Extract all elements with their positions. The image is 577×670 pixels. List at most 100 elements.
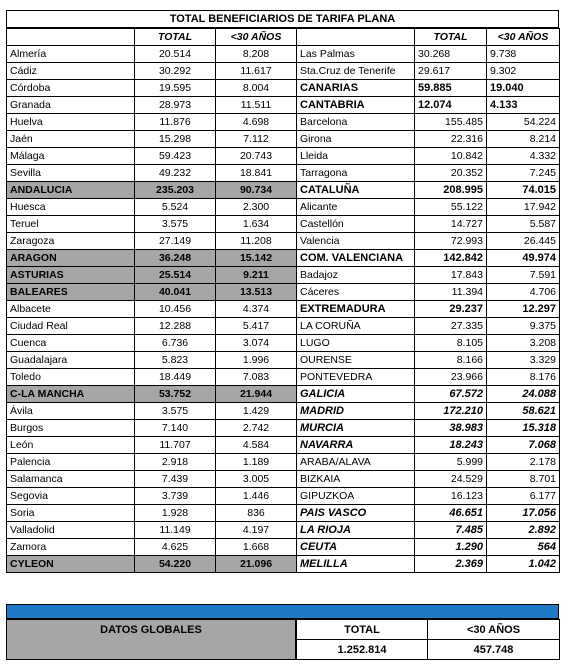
left-table-row: Huesca 5.524 2.300 xyxy=(6,198,297,216)
left-table-row: Cuenca 6.736 3.074 xyxy=(6,334,297,352)
total-value: 23.966 xyxy=(414,368,487,386)
right-table-row: Alicante 55.122 17.942 xyxy=(296,198,560,216)
under30-value: 2.178 xyxy=(486,453,560,471)
under30-value: 11.208 xyxy=(215,232,297,250)
under30-value: 12.297 xyxy=(486,300,560,318)
under30-value: 2.300 xyxy=(215,198,297,216)
region-name: BALEARES xyxy=(6,283,135,301)
right-table-row: Badajoz 17.843 7.591 xyxy=(296,266,560,284)
right-table-row: OURENSE 8.166 3.329 xyxy=(296,351,560,369)
under30-value: 3.074 xyxy=(215,334,297,352)
region-name: BIZKAIA xyxy=(296,470,415,488)
right-table-row: COM. VALENCIANA 142.842 49.974 xyxy=(296,249,560,267)
right-table-row: LUGO 8.105 3.208 xyxy=(296,334,560,352)
total-value: 6.736 xyxy=(134,334,216,352)
region-name: C-LA MANCHA xyxy=(6,385,135,403)
right-table-row: CANTABRIA 12.074 4.133 xyxy=(296,96,560,114)
under30-value: 8.208 xyxy=(215,45,297,63)
right-table-row: CANARIAS 59.885 19.040 xyxy=(296,79,560,97)
right-table-row: Sta.Cruz de Tenerife 29.617 9.302 xyxy=(296,62,560,80)
region-name: OURENSE xyxy=(296,351,415,369)
left-table: TOTAL <30 AÑOS Almería 20.514 8.208 Cádiz 30… xyxy=(6,28,297,573)
under30-value: 4.706 xyxy=(486,283,560,301)
under30-value: 1.429 xyxy=(215,402,297,420)
region-name: LUGO xyxy=(296,334,415,352)
region-name: Almería xyxy=(6,45,135,63)
under30-value: 26.445 xyxy=(486,232,560,250)
under30-value: 9.302 xyxy=(486,62,560,80)
global-header-row: TOTAL <30 AÑOS xyxy=(296,619,560,640)
region-name: Alicante xyxy=(296,198,415,216)
region-name: Burgos xyxy=(6,419,135,437)
region-name: Huesca xyxy=(6,198,135,216)
left-table-row: BALEARES 40.041 13.513 xyxy=(6,283,297,301)
region-name: CEUTA xyxy=(296,538,415,556)
under30-value: 17.056 xyxy=(486,504,560,522)
separator-bar xyxy=(6,604,559,619)
region-name: MURCIA xyxy=(296,419,415,437)
under30-value: 5.587 xyxy=(486,215,560,233)
right-table-row: CEUTA 1.290 564 xyxy=(296,538,560,556)
region-name: ARABA/ALAVA xyxy=(296,453,415,471)
region-name: Girona xyxy=(296,130,415,148)
total-value: 18.449 xyxy=(134,368,216,386)
left-table-row: Huelva 11.876 4.698 xyxy=(6,113,297,131)
region-name: Toledo xyxy=(6,368,135,386)
region-name: CANARIAS xyxy=(296,79,415,97)
right-table-row: MURCIA 38.983 15.318 xyxy=(296,419,560,437)
left-table-row: ARAGON 36.248 15.142 xyxy=(6,249,297,267)
total-value: 30.268 xyxy=(414,45,487,63)
region-name: Jaén xyxy=(6,130,135,148)
region-name: EXTREMADURA xyxy=(296,300,415,318)
total-value: 20.514 xyxy=(134,45,216,63)
right-header-row: TOTAL <30 AÑOS xyxy=(296,28,560,46)
under30-value: 2.892 xyxy=(486,521,560,539)
under30-value: 9.211 xyxy=(215,266,297,284)
global-table: TOTAL <30 AÑOS 1.252.814 457.748 xyxy=(296,619,560,660)
region-name: ASTURIAS xyxy=(6,266,135,284)
right-table-row: Castellón 14.727 5.587 xyxy=(296,215,560,233)
region-name: GALICIA xyxy=(296,385,415,403)
region-name: Lleida xyxy=(296,147,415,165)
region-name: Zamora xyxy=(6,538,135,556)
left-table-row: Ávila 3.575 1.429 xyxy=(6,402,297,420)
total-value: 1.928 xyxy=(134,504,216,522)
region-name: Albacete xyxy=(6,300,135,318)
right-table-row: GALICIA 67.572 24.088 xyxy=(296,385,560,403)
total-value: 12.288 xyxy=(134,317,216,335)
total-value: 142.842 xyxy=(414,249,487,267)
under30-value: 4.197 xyxy=(215,521,297,539)
region-name: MADRID xyxy=(296,402,415,420)
under30-value: 24.088 xyxy=(486,385,560,403)
total-value: 25.514 xyxy=(134,266,216,284)
under30-value: 4.584 xyxy=(215,436,297,454)
total-value: 235.203 xyxy=(134,181,216,199)
region-name: LA RIOJA xyxy=(296,521,415,539)
left-table-row: Segovia 3.739 1.446 xyxy=(6,487,297,505)
left-table-row: Almería 20.514 8.208 xyxy=(6,45,297,63)
region-name: Tarragona xyxy=(296,164,415,182)
right-header-empty xyxy=(296,28,415,46)
total-value: 59.423 xyxy=(134,147,216,165)
global-values-row: 1.252.814 457.748 xyxy=(296,639,560,660)
under30-value: 74.015 xyxy=(486,181,560,199)
left-table-row: ANDALUCIA 235.203 90.734 xyxy=(6,181,297,199)
under30-value: 18.841 xyxy=(215,164,297,182)
total-value: 5.823 xyxy=(134,351,216,369)
total-value: 36.248 xyxy=(134,249,216,267)
total-value: 172.210 xyxy=(414,402,487,420)
under30-value: 7.591 xyxy=(486,266,560,284)
under30-value: 15.318 xyxy=(486,419,560,437)
region-name: ANDALUCIA xyxy=(6,181,135,199)
total-value: 22.316 xyxy=(414,130,487,148)
under30-value: 9.375 xyxy=(486,317,560,335)
under30-value: 1.446 xyxy=(215,487,297,505)
right-header-under30: <30 AÑOS xyxy=(486,28,560,46)
under30-value: 2.742 xyxy=(215,419,297,437)
under30-value: 20.743 xyxy=(215,147,297,165)
total-value: 2.918 xyxy=(134,453,216,471)
region-name: Salamanca xyxy=(6,470,135,488)
right-table-row: BIZKAIA 24.529 8.701 xyxy=(296,470,560,488)
total-value: 16.123 xyxy=(414,487,487,505)
region-name: Ávila xyxy=(6,402,135,420)
